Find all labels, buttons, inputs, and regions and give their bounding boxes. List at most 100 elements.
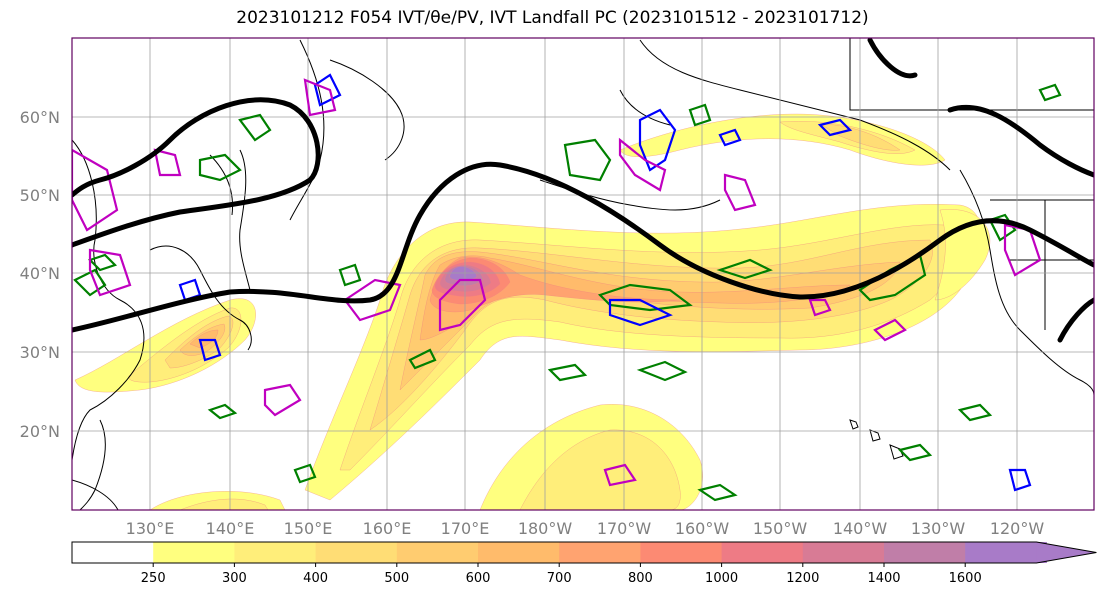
lon-label-1: 140°E xyxy=(206,519,255,538)
green-contour-6 xyxy=(547,363,588,382)
magenta-contour-2 xyxy=(618,137,667,192)
colorbar-outline xyxy=(71,541,1097,564)
colorbar-swatch-6 xyxy=(559,542,641,563)
blue-contour-7 xyxy=(718,128,742,147)
colorbar-swatch-4 xyxy=(396,542,479,563)
magenta-contour-7 xyxy=(263,383,302,417)
green-contour-10 xyxy=(73,268,107,297)
magenta-contour-11 xyxy=(873,318,907,342)
magenta-contour-6 xyxy=(153,148,182,177)
jet-line-3 xyxy=(867,38,918,79)
coastline-16 xyxy=(889,444,904,460)
coastline-17 xyxy=(79,419,106,510)
colorbar-swatch-7 xyxy=(640,542,723,563)
colorbar-swatch-8 xyxy=(721,542,804,563)
colorbar-tick-label-4: 600 xyxy=(466,571,491,586)
lon-label-2: 150°E xyxy=(284,519,333,538)
colorbar-swatch-3 xyxy=(315,542,398,563)
latitude-labels: 60°N 50°N 40°N 30°N 20°N xyxy=(20,108,60,441)
coastline-8 xyxy=(619,89,671,126)
colorbar-tick-label-2: 400 xyxy=(303,571,328,586)
ivt-region-22 xyxy=(179,498,269,510)
colorbar-swatch-2 xyxy=(234,542,317,563)
jet-contours xyxy=(72,38,1094,343)
magenta-contour-0 xyxy=(438,278,487,332)
magenta-contour-5 xyxy=(88,248,132,297)
coastline-14 xyxy=(849,419,859,430)
plot-frame xyxy=(71,37,1095,511)
green-contour-5 xyxy=(716,258,773,280)
lon-label-6: 170°W xyxy=(597,519,652,538)
blue-contour-5 xyxy=(817,118,853,137)
green-contour-18 xyxy=(697,483,738,502)
colorbar-tick-label-3: 500 xyxy=(384,571,409,586)
green-contour-12 xyxy=(238,113,272,142)
blue-contour-4 xyxy=(198,338,222,362)
colorbar-tick-label-9: 1400 xyxy=(867,571,900,586)
blue-contour-2 xyxy=(313,73,342,107)
jet-line-2 xyxy=(947,104,1094,178)
pv-contours xyxy=(72,73,1062,502)
lat-label-3: 30°N xyxy=(20,343,60,362)
green-contour-3 xyxy=(636,360,688,382)
green-contour-9 xyxy=(207,403,238,420)
magenta-contour-12 xyxy=(808,298,832,317)
lon-label-3: 160°E xyxy=(363,519,412,538)
coastline-5 xyxy=(329,59,405,161)
ivt-region-16 xyxy=(619,113,946,166)
green-contour-7 xyxy=(408,348,437,370)
green-contour-19 xyxy=(957,403,993,422)
green-contour-13 xyxy=(688,103,712,127)
lon-label-8: 150°W xyxy=(753,519,808,538)
colorbar-swatch-9 xyxy=(802,542,885,563)
lat-label-0: 60°N xyxy=(20,108,60,127)
lon-label-5: 180°W xyxy=(518,519,573,538)
green-contour-11 xyxy=(87,253,118,272)
colorbar-swatch-5 xyxy=(478,542,560,563)
lat-label-1: 50°N xyxy=(20,186,60,205)
green-contour-16 xyxy=(1038,83,1062,102)
colorbar-swatch-1 xyxy=(153,542,235,563)
colorbar-tick-label-1: 300 xyxy=(222,571,247,586)
jet-line-0 xyxy=(72,161,1094,333)
coastline-7 xyxy=(639,39,951,171)
colorbar-tick-label-7: 1000 xyxy=(705,571,738,586)
jet-line-1 xyxy=(72,97,321,248)
lat-label-2: 40°N xyxy=(20,264,60,283)
longitude-labels: 130°E 140°E 150°E 160°E 170°E 180°W 170°W 160°W… xyxy=(126,519,1045,538)
green-contour-15 xyxy=(988,213,1017,242)
magenta-contour-3 xyxy=(723,173,757,212)
colorbar-tick-label-6: 800 xyxy=(628,571,653,586)
coastline-4 xyxy=(289,39,325,221)
lon-label-11: 120°W xyxy=(990,519,1045,538)
lon-label-7: 160°W xyxy=(675,519,730,538)
lon-label-0: 130°E xyxy=(126,519,175,538)
lon-label-9: 140°W xyxy=(833,519,888,538)
coastline-13 xyxy=(849,38,1094,111)
green-contour-8 xyxy=(293,463,317,484)
blue-contour-6 xyxy=(1008,468,1032,492)
magenta-contour-8 xyxy=(303,78,337,117)
colorbar-swatch-11 xyxy=(965,542,1047,563)
lat-label-4: 20°N xyxy=(20,422,60,441)
magenta-contour-1 xyxy=(343,278,402,322)
coastline-15 xyxy=(869,429,881,442)
blue-contour-0 xyxy=(638,108,677,172)
colorbar-swatch-0 xyxy=(72,542,154,563)
jet-line-4 xyxy=(1057,297,1094,343)
coastline-18 xyxy=(72,479,119,510)
colorbar: 250 300 400 500 600 700 800 1000 1200 1400 1600 xyxy=(71,541,1097,586)
colorbar-tick-label-10: 1600 xyxy=(949,571,982,586)
colorbar-tick-label-5: 700 xyxy=(547,571,572,586)
map-title: 2023101212 F054 IVT/θe/PV, IVT Landfall … xyxy=(236,8,869,28)
blue-contour-3 xyxy=(178,278,202,302)
green-contour-0 xyxy=(563,138,612,182)
colorbar-tick-label-0: 250 xyxy=(141,571,166,586)
coastline-3 xyxy=(209,154,234,216)
green-contour-17 xyxy=(897,443,933,462)
colorbar-swatch-10 xyxy=(884,542,966,563)
green-contour-1 xyxy=(198,153,242,182)
lon-label-4: 170°E xyxy=(441,519,490,538)
lon-label-10: 130°W xyxy=(911,519,966,538)
